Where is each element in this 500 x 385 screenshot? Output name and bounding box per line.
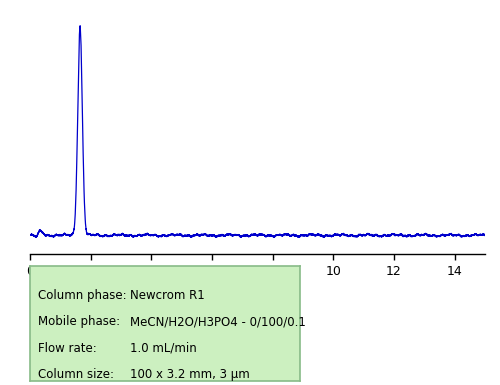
Text: 100 x 3.2 mm, 3 μm: 100 x 3.2 mm, 3 μm [130,368,250,382]
Text: Column phase:: Column phase: [38,289,126,302]
Text: MeCN/H2O/H3PO4 - 0/100/0.1: MeCN/H2O/H3PO4 - 0/100/0.1 [130,315,306,328]
Text: Column size:: Column size: [38,368,114,382]
Text: Flow rate:: Flow rate: [38,342,97,355]
Text: 1.0 mL/min: 1.0 mL/min [130,342,196,355]
Text: Mobile phase:: Mobile phase: [38,315,120,328]
Text: Newcrom R1: Newcrom R1 [130,289,204,302]
